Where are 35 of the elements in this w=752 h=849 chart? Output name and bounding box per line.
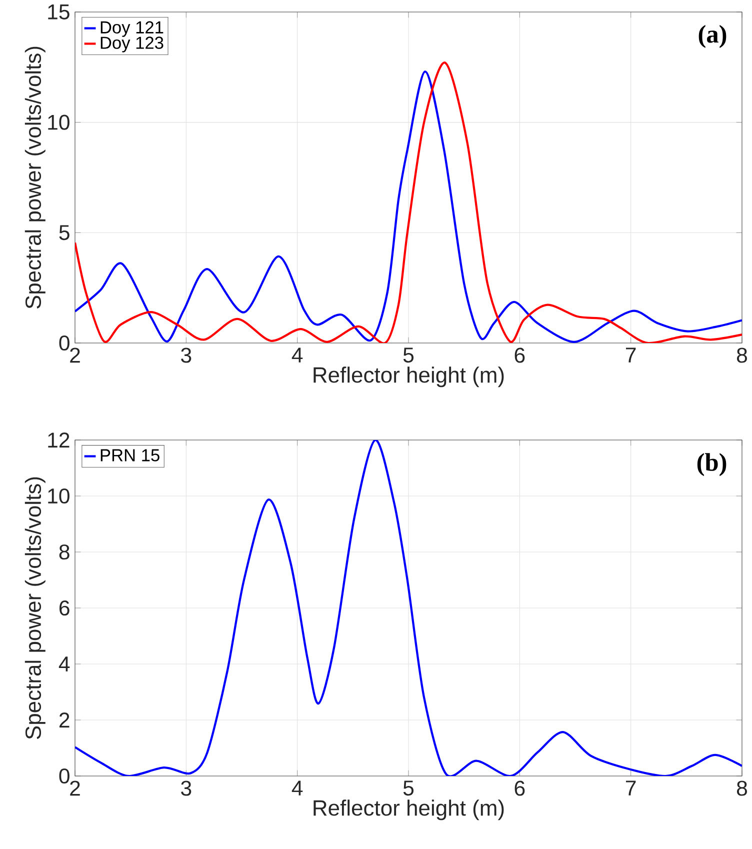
y-axis-title: Spectral power (volts/volts)	[24, 477, 46, 740]
x-tick-label: 5	[403, 780, 414, 796]
y-tick-label: 12	[48, 432, 70, 448]
y-tick-label: 2	[59, 712, 70, 728]
x-axis-title: Reflector height (m)	[314, 800, 504, 820]
x-axis-title: Reflector height (m)	[314, 366, 504, 388]
x-tick-label: 7	[626, 348, 636, 362]
y-axis-title: Spectral power (volts/volts)	[24, 46, 46, 309]
x-tick-label: 4	[292, 780, 302, 796]
annotation: (a)	[698, 24, 726, 48]
x-tick-label: 4	[292, 348, 302, 362]
x-tick-label: 5	[403, 348, 414, 363]
y-tick-label: 10	[48, 114, 70, 130]
x-tick-label: 2	[70, 780, 80, 796]
x-tick-label: 3	[180, 780, 191, 796]
legend-label: Doy 121	[100, 21, 163, 37]
x-tick-label: 6	[514, 348, 524, 363]
x-tick-label: 2	[70, 348, 80, 363]
annotation: (b)	[697, 453, 726, 476]
y-tick-label: 4	[58, 656, 70, 672]
x-tick-label: 8	[736, 780, 747, 796]
y-tick-label: 8	[59, 544, 70, 560]
y-tick-label: 5	[59, 225, 70, 240]
y-tick-label: 10	[48, 488, 70, 504]
x-tick-label: 7	[626, 780, 636, 796]
x-tick-label: 3	[180, 348, 191, 363]
y-tick-label: 0	[59, 335, 70, 351]
x-tick-label: 6	[514, 780, 524, 796]
line-series	[74, 440, 742, 776]
y-tick-label: 15	[48, 4, 70, 20]
legend-label: PRN 15	[100, 449, 160, 462]
y-tick-label: 6	[59, 600, 70, 616]
x-tick-label: 8	[736, 348, 747, 363]
legend-label: Doy 123	[100, 36, 164, 52]
y-tick-label: 0	[59, 768, 70, 784]
